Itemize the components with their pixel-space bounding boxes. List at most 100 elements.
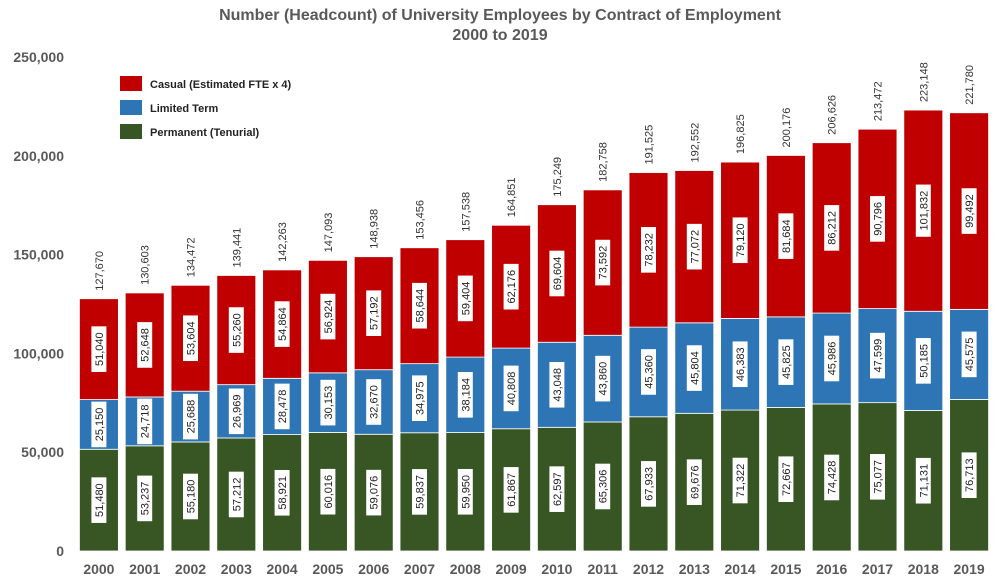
segment-label-box [274,301,290,347]
segment-label-box [824,454,840,501]
segment-label-text: 43,860 [598,362,610,396]
segment-label-box [320,293,336,340]
segment-label-text: 74,428 [827,461,839,495]
segment-label-text: 71,322 [735,464,747,498]
total-label: 157,538 [460,192,472,232]
segment-label: 74,428 [824,454,840,501]
segment-label-text: 76,713 [964,458,976,492]
total-label-text: 192,552 [689,123,701,163]
segment-label-text: 58,644 [415,289,427,323]
legend-label: Permanent (Tenurial) [150,127,260,139]
segment-label-text: 24,718 [140,405,152,439]
segment-label-box [457,372,473,418]
legend-item: Casual (Estimated FTE x 4) [120,76,292,91]
bar-stack-2015: 72,667 45,825 81,684 200,176 [766,108,806,552]
segment-label-text: 61,867 [506,473,518,507]
segment-label-box [778,213,794,259]
total-label-text: 147,093 [323,213,335,253]
segment-label-box [137,398,153,445]
segment-label-box [870,332,885,379]
segment-label: 28,478 [274,383,290,430]
segment-label-box [183,393,198,440]
x-tick-label: 2013 [679,561,710,577]
total-label-text: 134,472 [186,238,198,278]
segment-label: 45,825 [778,339,794,385]
segment-label-text: 77,072 [689,230,701,264]
segment-label: 77,072 [686,223,702,270]
segment-label-text: 62,597 [552,472,564,506]
legend: Casual (Estimated FTE x 4) Limited Term Pe… [120,76,292,139]
segment-label: 101,832 [915,184,931,237]
segment-label-box [595,463,611,510]
segment-label-box [366,290,382,337]
segment-label-text: 43,048 [552,368,564,402]
total-label-text: 223,148 [918,62,930,102]
segment-label-text: 59,837 [415,475,427,509]
bar-stack-2002: 55,180 25,688 53,604 134,472 [170,238,211,552]
segment-label-box [412,469,427,515]
total-label-text: 139,441 [231,228,243,268]
segment-label-text: 53,237 [140,482,152,516]
segment-label-box [366,379,382,425]
x-tick-label: 2008 [450,561,481,577]
bar-stack-2010: 62,597 43,048 69,604 175,249 [537,157,577,552]
segment-label-text: 45,825 [781,345,793,379]
total-label: 196,825 [735,114,747,154]
segment-label-box [274,383,290,430]
total-label: 223,148 [918,62,930,102]
segment-label-text: 52,648 [140,328,152,362]
segment-label: 59,404 [457,275,473,322]
bar-segment [399,247,440,365]
segment-label-text: 34,975 [415,381,427,415]
y-tick-label: 50,000 [21,444,64,460]
total-label: 130,603 [140,245,152,285]
legend-swatch [120,76,142,91]
segment-label-box [870,454,885,500]
segment-label-text: 57,212 [231,478,243,512]
total-label-text: 127,670 [94,251,106,291]
segment-label-text: 65,306 [598,470,610,504]
segment-label-box [320,379,336,426]
segment-label-box [641,461,656,507]
segment-label-box [457,275,473,322]
segment-label: 75,077 [870,454,885,500]
segment-label-text: 78,232 [644,233,656,267]
segment-label-box [732,341,748,388]
segment-label: 52,648 [137,322,153,368]
bar-stack-2001: 53,237 24,718 52,648 130,603 [124,245,165,552]
segment-label: 69,676 [686,459,702,505]
segment-label-box [183,473,198,520]
bar-segment [811,312,852,405]
segment-label-box [824,335,840,382]
segment-label-text: 53,604 [186,321,198,355]
segment-label-box [961,331,977,378]
segment-label-box [412,282,427,329]
segment-label-text: 38,184 [460,378,472,412]
segment-label: 34,975 [412,375,427,422]
segment-label: 71,131 [915,457,931,504]
segment-label: 57,192 [366,290,382,337]
x-tick-label: 2002 [175,561,206,577]
segment-label-box [686,345,702,391]
total-label: 139,441 [231,228,243,268]
y-axis: 0 50,000 100,000 150,000 200,000 250,000 [13,49,64,559]
total-label-text: 196,825 [735,114,747,154]
bar-stack-2011: 65,306 43,860 73,592 182,758 [582,142,623,552]
x-tick-label: 2001 [129,561,160,577]
segment-label-box [228,307,244,353]
total-label-text: 130,603 [140,245,152,285]
bar-stack-2013: 69,676 45,804 77,072 192,552 [674,123,715,552]
y-tick-label: 100,000 [13,345,64,361]
total-label: 164,851 [506,177,518,217]
total-label: 142,263 [277,222,289,262]
total-label-text: 148,938 [369,209,381,249]
segment-label: 61,867 [503,467,519,513]
segment-label-box [915,184,931,237]
segment-label-text: 54,864 [277,307,289,341]
bar-stack-2012: 67,933 45,360 78,232 191,525 [628,125,669,552]
segment-label-box [641,227,656,273]
segment-label-box [412,375,427,422]
segment-label-text: 59,076 [369,476,381,510]
segment-label: 25,688 [183,393,198,440]
x-tick-label: 2014 [725,561,756,577]
